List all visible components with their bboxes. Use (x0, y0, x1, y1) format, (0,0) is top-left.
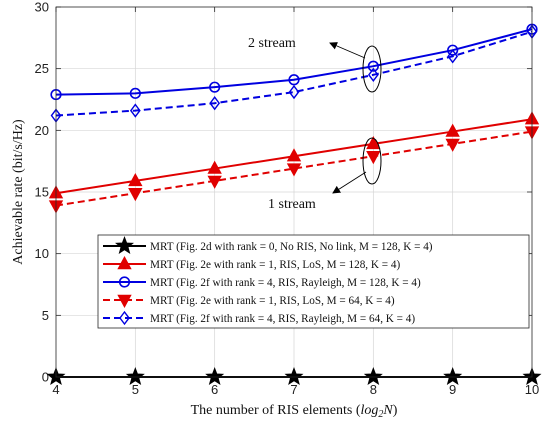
x-tick-label: 9 (449, 382, 456, 397)
x-axis-label-math: log (361, 403, 379, 418)
annotation-2-stream: 2 stream (248, 36, 296, 51)
series-line-5 (55, 30, 533, 117)
data-point-s5-p2 (129, 103, 141, 118)
x-axis-label-var: N (382, 403, 393, 418)
legend-box (97, 234, 530, 329)
legend-marker-1 (115, 236, 134, 255)
data-point-s5-p6 (447, 49, 459, 64)
data-point-s1-p6 (443, 367, 463, 386)
x-axis-label: The number of RIS elements (log2N) (191, 403, 398, 420)
x-tick-label: 6 (211, 382, 218, 397)
data-point-s4-p6 (445, 138, 460, 152)
legend-label-1: MRT (Fig. 2d with rank = 0, No RIS, No l… (150, 241, 433, 253)
y-tick-label: 15 (35, 185, 49, 200)
x-tick-label: 5 (132, 382, 139, 397)
x-tick-label: 7 (290, 382, 297, 397)
y-axis-ticks: 0 5 10 15 20 25 30 (35, 0, 532, 385)
legend: MRT (Fig. 2d with rank = 0, No RIS, No l… (97, 234, 530, 329)
data-point-s3-p3 (209, 81, 221, 93)
data-point-s4-p5 (366, 151, 381, 165)
data-point-s1-p2 (125, 367, 145, 386)
data-point-s2-p6 (445, 123, 460, 137)
legend-marker-2 (117, 256, 132, 270)
data-point-s5-p5 (367, 67, 379, 82)
data-point-s5-p3 (209, 96, 221, 111)
legend-label-3: MRT (Fig. 2f with rank = 4, RIS, Rayleig… (150, 277, 421, 289)
data-point-s3-p5 (367, 60, 379, 72)
data-point-s1-p5 (363, 367, 383, 386)
annotations: 2 stream 1 stream (248, 36, 382, 212)
y-axis-label: Achievable rate (bit/s/Hz) (11, 119, 26, 265)
x-axis-label-sub: 2 (378, 409, 383, 420)
annotation-arrow-1-stream (332, 171, 367, 194)
data-point-s2-p3 (207, 160, 222, 174)
plot-frame (55, 6, 533, 378)
legend-marker-3 (118, 276, 131, 288)
data-point-s4-p4 (286, 163, 302, 177)
data-point-s3-p4 (288, 74, 300, 86)
data-point-s2-p4 (286, 148, 302, 162)
x-tick-label: 4 (52, 382, 59, 397)
y-tick-label: 30 (35, 0, 49, 15)
data-point-s1-p4 (284, 367, 304, 386)
legend-label-2: MRT (Fig. 2e with rank = 1, RIS, LoS, M … (150, 259, 400, 271)
y-tick-label: 5 (42, 308, 49, 323)
x-tick-label: 8 (370, 382, 377, 397)
y-tick-label: 25 (35, 61, 49, 76)
data-point-s3-p6 (447, 44, 459, 56)
annotation-arrow-2-stream (329, 42, 366, 59)
y-tick-label: 10 (35, 246, 49, 261)
data-point-s2-p5 (366, 135, 381, 150)
annotation-ellipse-2-stream (362, 45, 382, 93)
x-axis-label-prefix: The number of RIS elements ( (191, 403, 361, 418)
data-point-s4-p2 (128, 188, 143, 202)
annotation-ellipse-1-stream (362, 137, 382, 185)
x-axis-label-suffix: ) (393, 403, 398, 418)
y-tick-label: 0 (42, 370, 49, 385)
annotation-1-stream: 1 stream (268, 197, 316, 212)
legend-label-5: MRT (Fig. 2f with rank = 4, RIS, Rayleig… (150, 313, 415, 325)
data-point-s5-p4 (288, 84, 300, 100)
data-point-s4-p3 (207, 175, 222, 189)
legend-entries: MRT (Fig. 2d with rank = 0, No RIS, No l… (103, 236, 433, 326)
legend-label-4: MRT (Fig. 2e with rank = 1, RIS, LoS, M … (150, 295, 395, 307)
data-point-s2-p2 (128, 172, 143, 187)
data-point-s3-p2 (129, 87, 141, 99)
data-point-s1-p3 (205, 367, 225, 386)
legend-marker-5 (119, 310, 130, 326)
x-tick-label: 10 (525, 382, 539, 397)
y-tick-label: 20 (35, 123, 49, 138)
legend-marker-4 (117, 294, 132, 308)
